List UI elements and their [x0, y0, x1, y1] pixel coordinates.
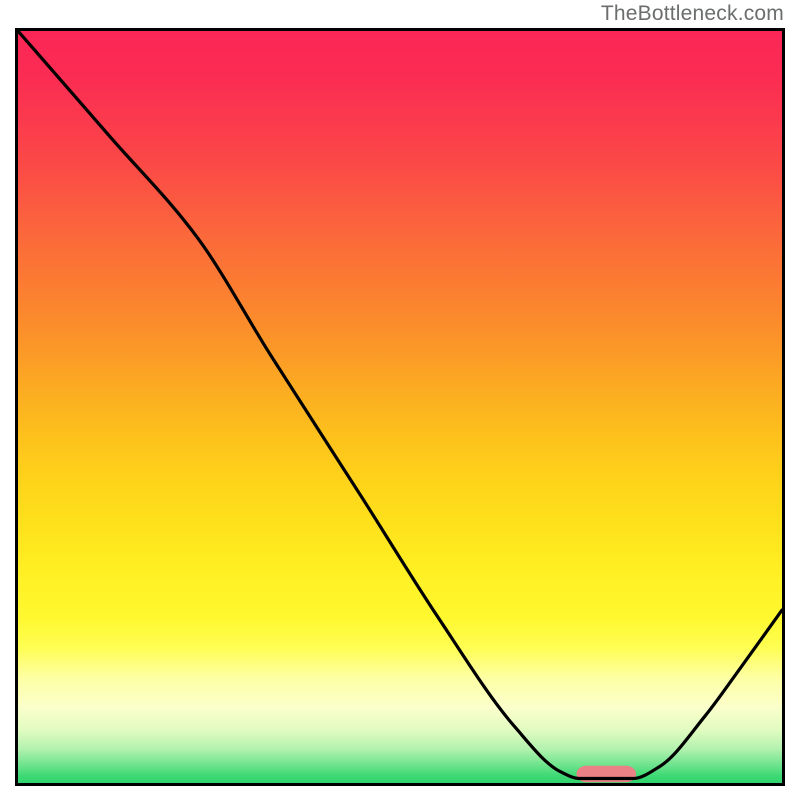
- chart-background: [18, 31, 782, 783]
- watermark-text: TheBottleneck.com: [601, 2, 784, 26]
- chart-frame: [15, 28, 785, 786]
- chart-canvas: TheBottleneck.com: [0, 0, 800, 800]
- chart-svg: [15, 28, 785, 786]
